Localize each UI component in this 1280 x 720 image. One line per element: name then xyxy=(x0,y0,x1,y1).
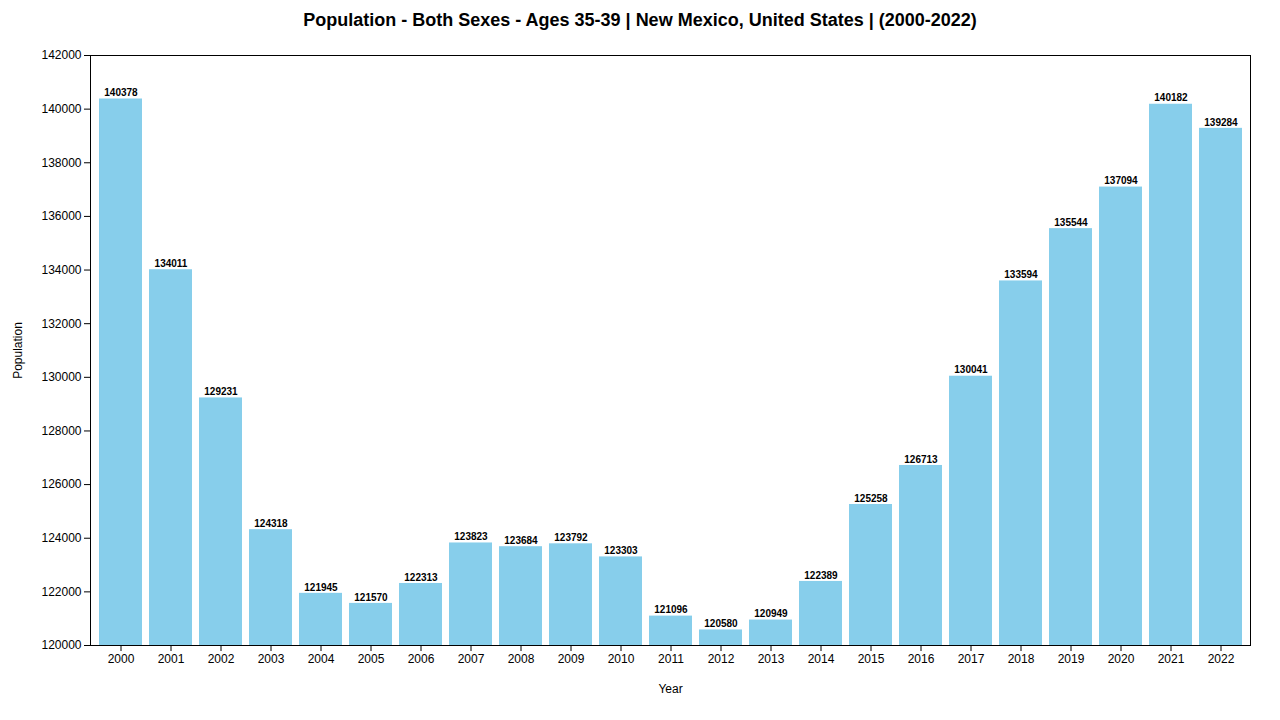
svg-text:2007: 2007 xyxy=(458,652,485,666)
svg-text:Population: Population xyxy=(11,322,25,379)
svg-text:2013: 2013 xyxy=(758,652,785,666)
svg-text:2018: 2018 xyxy=(1008,652,1035,666)
svg-text:134011: 134011 xyxy=(155,258,188,269)
svg-text:139284: 139284 xyxy=(1204,117,1238,128)
svg-text:140378: 140378 xyxy=(104,87,138,98)
svg-text:126713: 126713 xyxy=(904,454,938,465)
svg-text:125258: 125258 xyxy=(854,493,888,504)
svg-text:142000: 142000 xyxy=(41,48,81,62)
svg-text:123792: 123792 xyxy=(554,532,588,543)
svg-text:Year: Year xyxy=(658,682,682,696)
svg-text:2021: 2021 xyxy=(1158,652,1185,666)
svg-text:2014: 2014 xyxy=(808,652,835,666)
svg-text:136000: 136000 xyxy=(41,209,81,223)
svg-text:121570: 121570 xyxy=(354,592,388,603)
svg-text:126000: 126000 xyxy=(41,477,81,491)
svg-text:2019: 2019 xyxy=(1058,652,1085,666)
svg-text:121945: 121945 xyxy=(304,582,338,593)
svg-text:2011: 2011 xyxy=(658,652,684,666)
svg-text:121096: 121096 xyxy=(654,604,688,615)
svg-text:2005: 2005 xyxy=(358,652,385,666)
html-text:Population - Both Sexes - Ages: Population - Both Sexes - Ages 35-39 | N… xyxy=(303,10,977,30)
svg-text:123684: 123684 xyxy=(504,535,538,546)
svg-text:123823: 123823 xyxy=(454,531,488,542)
svg-text:123303: 123303 xyxy=(604,545,638,556)
svg-text:140182: 140182 xyxy=(1154,92,1188,103)
svg-text:120580: 120580 xyxy=(704,618,738,629)
svg-text:2009: 2009 xyxy=(558,652,585,666)
svg-text:135544: 135544 xyxy=(1054,217,1088,228)
svg-text:140000: 140000 xyxy=(41,102,81,116)
svg-text:2012: 2012 xyxy=(708,652,735,666)
svg-text:2020: 2020 xyxy=(1108,652,1135,666)
svg-text:128000: 128000 xyxy=(41,424,81,438)
svg-text:132000: 132000 xyxy=(41,317,81,331)
svg-text:2002: 2002 xyxy=(208,652,235,666)
svg-text:124318: 124318 xyxy=(254,518,288,529)
svg-text:2000: 2000 xyxy=(108,652,135,666)
svg-text:120000: 120000 xyxy=(41,638,81,652)
svg-text:122000: 122000 xyxy=(41,585,81,599)
svg-text:124000: 124000 xyxy=(41,531,81,545)
svg-text:130041: 130041 xyxy=(954,364,988,375)
svg-text:2015: 2015 xyxy=(858,652,885,666)
svg-text:138000: 138000 xyxy=(41,156,81,170)
svg-text:122389: 122389 xyxy=(804,570,838,581)
svg-text:120949: 120949 xyxy=(754,608,788,619)
svg-text:130000: 130000 xyxy=(41,370,81,384)
svg-text:2003: 2003 xyxy=(258,652,285,666)
svg-text:2022: 2022 xyxy=(1208,652,1235,666)
svg-text:2016: 2016 xyxy=(908,652,935,666)
svg-text:122313: 122313 xyxy=(404,572,438,583)
svg-text:2017: 2017 xyxy=(958,652,985,666)
svg-text:129231: 129231 xyxy=(204,386,238,397)
svg-text:2010: 2010 xyxy=(608,652,635,666)
svg-text:2004: 2004 xyxy=(308,652,335,666)
svg-text:134000: 134000 xyxy=(41,263,81,277)
svg-text:133594: 133594 xyxy=(1004,269,1038,280)
svg-text:137094: 137094 xyxy=(1104,175,1138,186)
svg-text:2001: 2001 xyxy=(158,652,185,666)
svg-text:2008: 2008 xyxy=(508,652,535,666)
svg-text:2006: 2006 xyxy=(408,652,435,666)
